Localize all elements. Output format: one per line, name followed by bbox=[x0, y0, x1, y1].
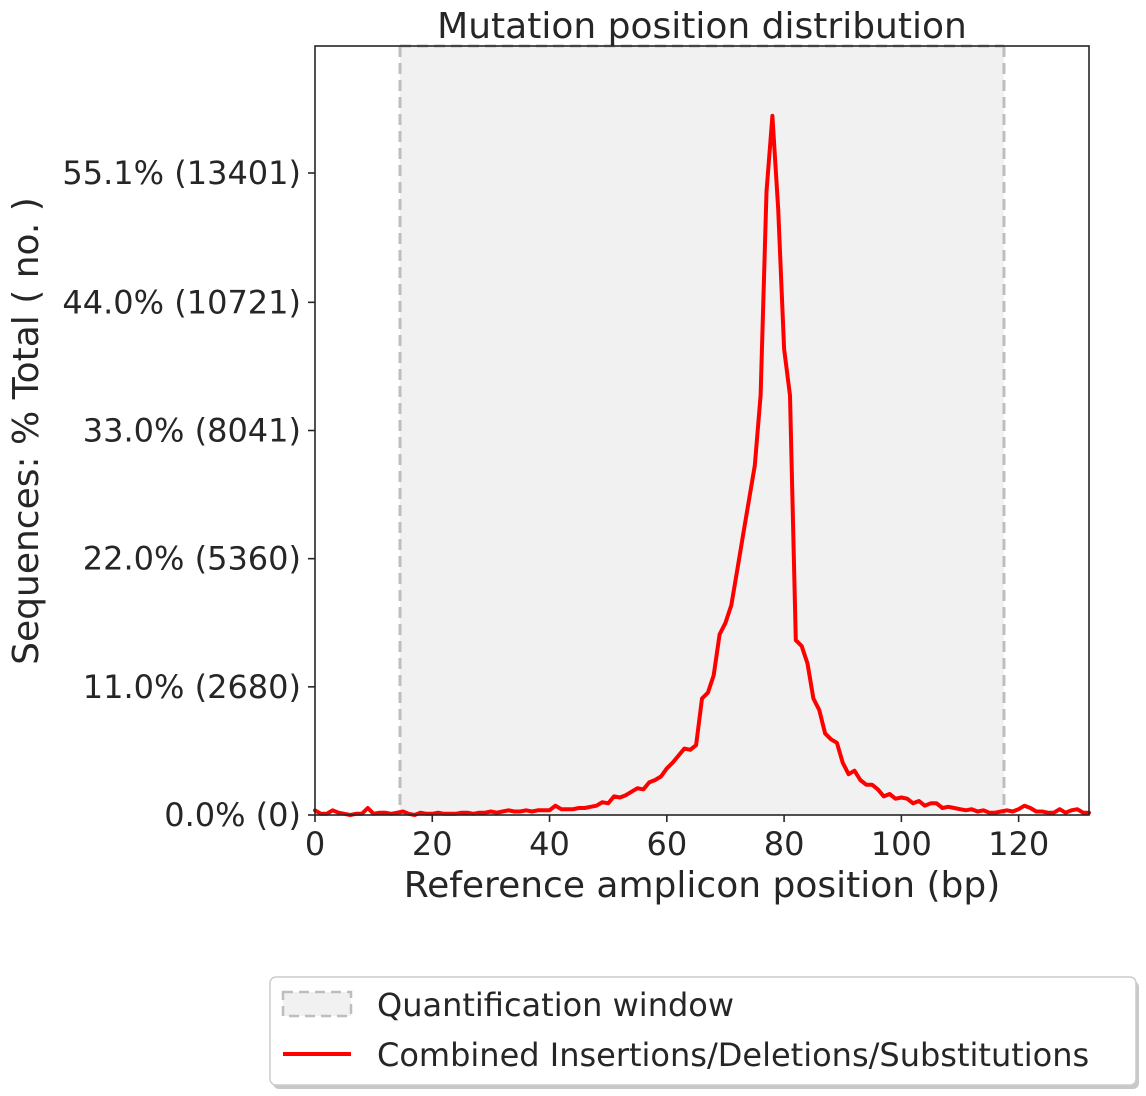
y-tick-label: 0.0% (0) bbox=[164, 796, 301, 834]
y-tick-label: 55.1% (13401) bbox=[62, 154, 301, 192]
x-tick-label: 100 bbox=[871, 825, 932, 863]
x-tick-label: 60 bbox=[646, 825, 687, 863]
y-tick-label: 22.0% (5360) bbox=[83, 540, 301, 578]
x-tick-label: 20 bbox=[412, 825, 453, 863]
x-tick-label: 80 bbox=[764, 825, 805, 863]
chart-title: Mutation position distribution bbox=[437, 6, 967, 47]
y-tick-label: 33.0% (8041) bbox=[83, 412, 301, 450]
legend-series-label: Combined Insertions/Deletions/Substituti… bbox=[377, 1036, 1089, 1074]
legend-window-swatch bbox=[281, 990, 353, 1018]
series-line-0 bbox=[313, 113, 1091, 817]
quantification-window bbox=[398, 44, 1006, 815]
legend-window-label: Quantification window bbox=[377, 986, 734, 1024]
legend: Quantification window Combined Insertion… bbox=[269, 976, 1139, 1089]
y-axis-ticks: 0.0% (0) 11.0% (2680) 22.0% (5360) 33.0% (8… bbox=[62, 154, 315, 834]
legend-frame bbox=[269, 976, 1137, 1086]
x-tick-label: 40 bbox=[529, 825, 570, 863]
y-tick-label: 44.0% (10721) bbox=[62, 283, 301, 321]
y-axis-label: Sequences: % Total ( no. ) bbox=[6, 197, 47, 665]
window-fill bbox=[400, 46, 1004, 815]
x-tick-label: 0 bbox=[305, 825, 325, 863]
y-tick-label: 11.0% (2680) bbox=[83, 668, 301, 706]
series-layer bbox=[313, 113, 1091, 817]
x-axis-ticks: 0 20 40 60 80 100 120 bbox=[305, 815, 1049, 863]
x-axis-label: Reference amplicon position (bp) bbox=[404, 865, 1001, 906]
x-tick-label: 120 bbox=[988, 825, 1049, 863]
